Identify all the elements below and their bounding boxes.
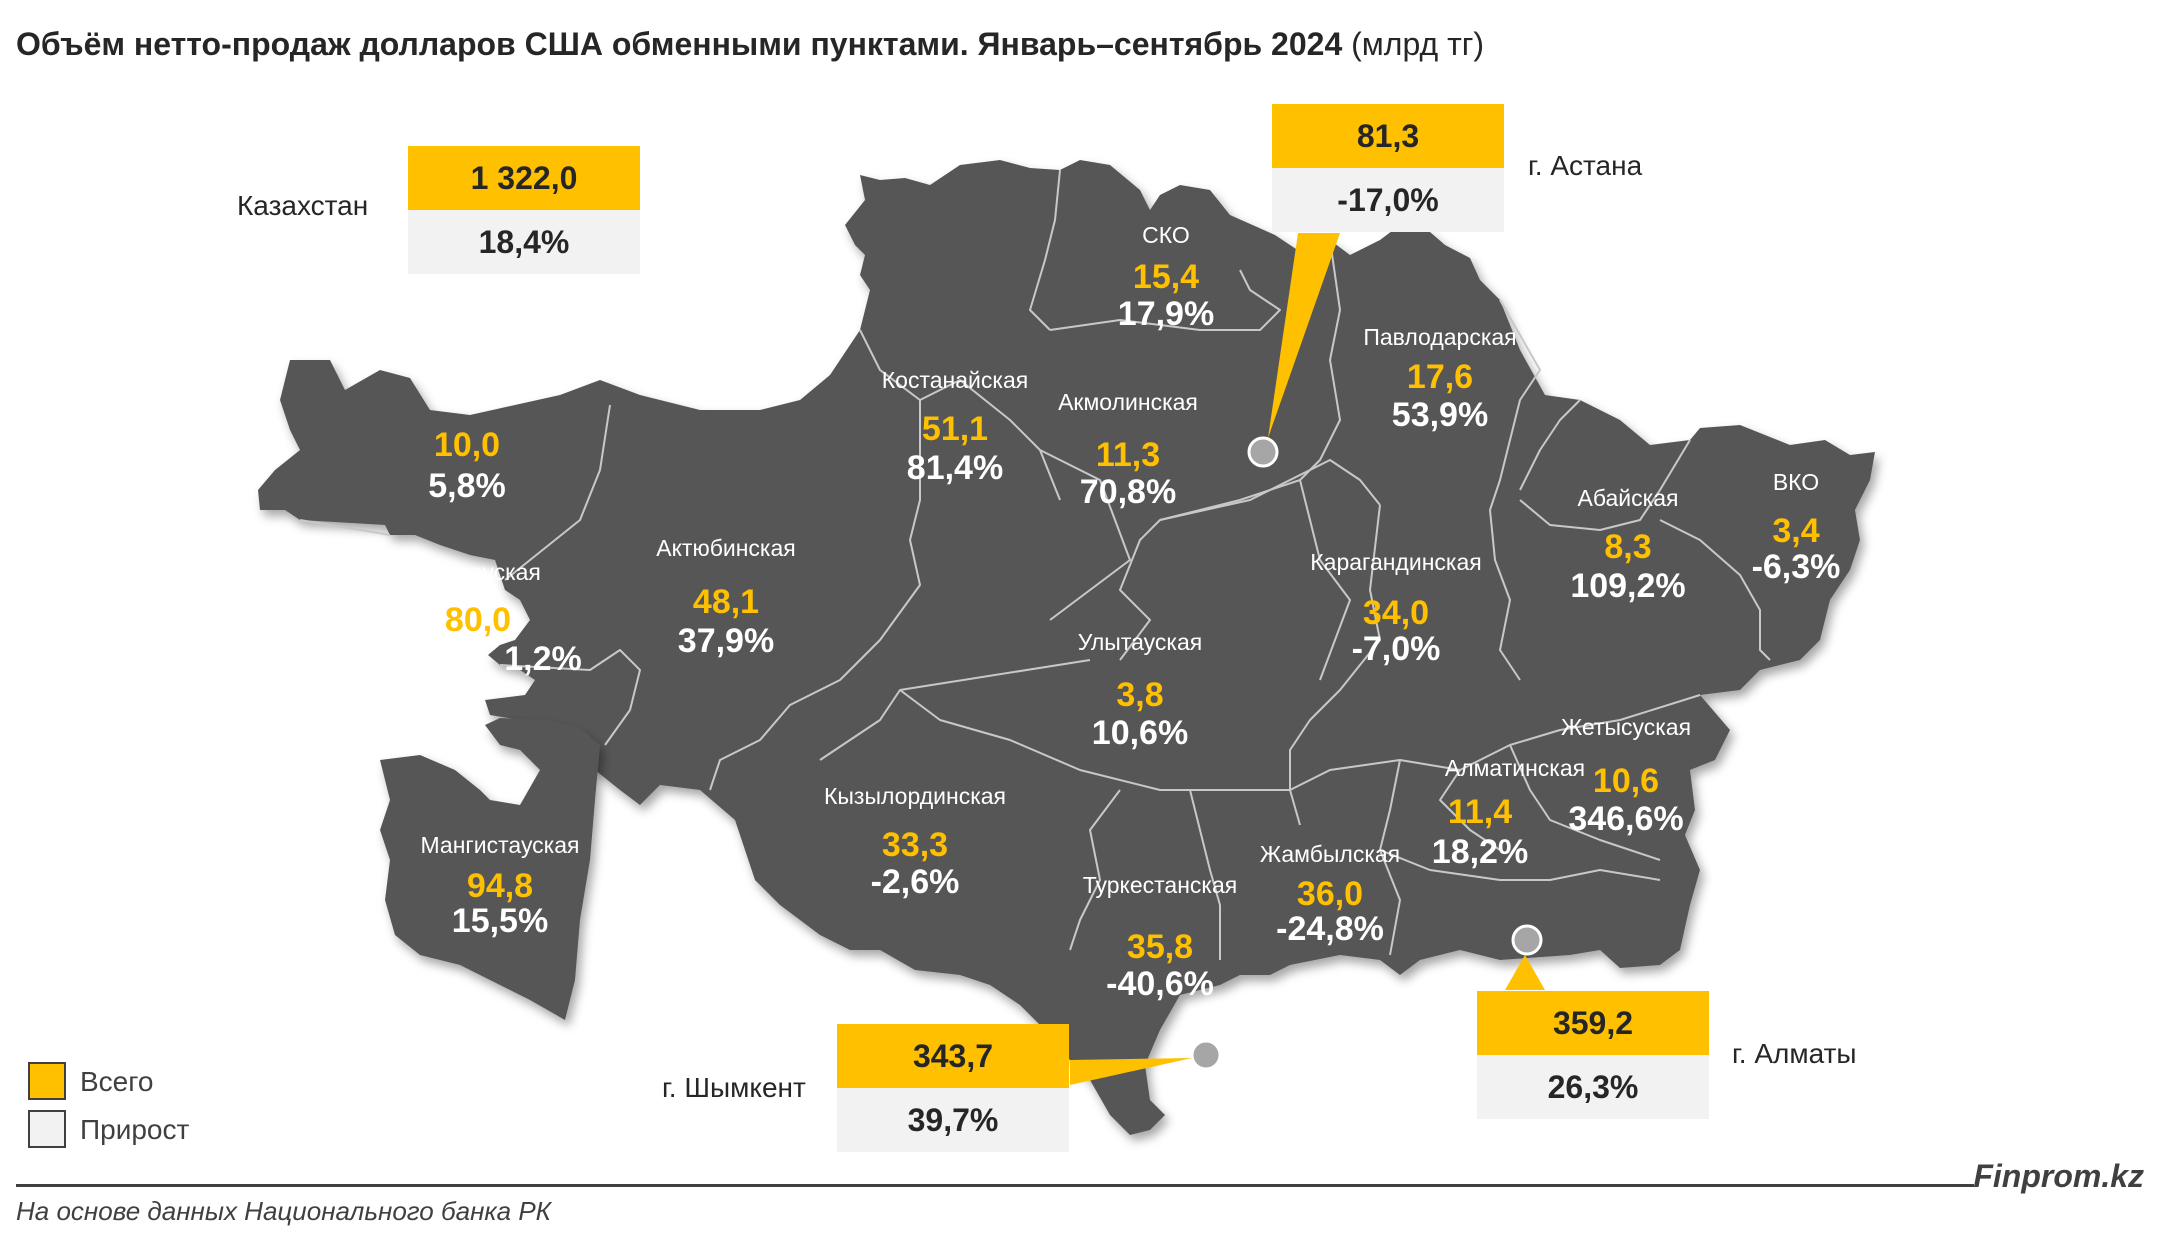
region-growth-kostanay: 81,4% [907, 449, 1003, 487]
region-name-sko: СКО [1142, 222, 1190, 248]
region-growth-zhetysu: 346,6% [1568, 800, 1683, 838]
shymkent-total: 343,7 [837, 1024, 1069, 1088]
title-unit: (млрд тг) [1351, 26, 1485, 62]
region-name-ulytau: Улытауская [1078, 629, 1202, 655]
astana-marker [1247, 436, 1279, 468]
shymkent-label: г. Шымкент [662, 1072, 806, 1103]
region-growth-zko: 5,8% [428, 467, 506, 505]
region-labels: ЗКО 10,0 5,8% Атырауская 80,0 1,2% Актюб… [415, 222, 1840, 1003]
shymkent-callout: 343,7 39,7% [837, 1024, 1069, 1152]
region-name-zhetysu: Жетысуская [1561, 714, 1691, 740]
mangystau-silhouette [380, 718, 600, 1020]
region-name-aktobe: Актюбинская [656, 535, 795, 561]
region-name-pavlodar: Павлодарская [1363, 324, 1516, 350]
legend-total-label: Всего [80, 1066, 154, 1097]
region-name-turkestan: Туркестанская [1083, 872, 1238, 898]
region-borders [299, 169, 1771, 960]
shymkent-growth: 39,7% [837, 1088, 1069, 1152]
region-name-karaganda: Карагандинская [1310, 549, 1481, 575]
region-total-atyrau: 80,0 [445, 601, 511, 639]
region-growth-zhambyl: -24,8% [1276, 910, 1384, 948]
almaty-pointer [1505, 955, 1545, 990]
region-growth-karaganda: -7,0% [1352, 630, 1441, 668]
astana-label: г. Астана [1528, 150, 1643, 181]
astana-pointer [1268, 233, 1340, 438]
almaty-total: 359,2 [1477, 991, 1709, 1055]
region-growth-turkestan: -40,6% [1106, 965, 1214, 1003]
kazakhstan-total: 1 322,0 [408, 146, 640, 210]
region-total-kyzylorda: 33,3 [882, 826, 948, 864]
city-markers [1190, 436, 1543, 1071]
region-growth-vko: -6,3% [1752, 548, 1841, 586]
region-growth-ulytau: 10,6% [1092, 714, 1188, 752]
brand-logo-text: Finprom.kz [1973, 1158, 2144, 1194]
source-note: На основе данных Национального банка РК [16, 1196, 552, 1226]
kazakhstan-callout: 1 322,0 18,4% [408, 146, 640, 274]
astana-total: 81,3 [1272, 104, 1504, 168]
region-total-karaganda: 34,0 [1363, 594, 1429, 632]
shymkent-pointer [1070, 1058, 1192, 1085]
legend-growth-swatch [28, 1110, 66, 1148]
region-growth-abai: 109,2% [1570, 567, 1685, 605]
region-total-ulytau: 3,8 [1116, 676, 1163, 714]
region-total-vko: 3,4 [1772, 512, 1819, 550]
kazakhstan-growth: 18,4% [408, 210, 640, 274]
region-total-sko: 15,4 [1133, 258, 1199, 296]
region-growth-akmola: 70,8% [1080, 473, 1176, 511]
region-name-atyrau: Атырауская [415, 559, 541, 585]
region-growth-aktobe: 37,9% [678, 622, 774, 660]
almaty-growth: 26,3% [1477, 1055, 1709, 1119]
region-total-zhetysu: 10,6 [1593, 762, 1659, 800]
kazakhstan-label: Казахстан [237, 190, 369, 221]
region-growth-atyrau: 1,2% [504, 640, 582, 678]
region-name-vko: ВКО [1773, 469, 1819, 495]
region-name-zko: ЗКО [445, 385, 490, 411]
region-total-pavlodar: 17,6 [1407, 358, 1473, 396]
title-main: Объём нетто-продаж долларов США обменным… [16, 26, 1343, 62]
almaty-label: г. Алматы [1732, 1038, 1857, 1069]
footer-divider [16, 1184, 1974, 1187]
astana-callout: 81,3 -17,0% [1272, 104, 1504, 232]
region-total-turkestan: 35,8 [1127, 928, 1193, 966]
chart-title: Объём нетто-продаж долларов США обменным… [16, 26, 1484, 63]
region-total-abai: 8,3 [1604, 528, 1651, 566]
region-growth-mangystau: 15,5% [452, 902, 548, 940]
region-total-almaty-reg: 11,4 [1448, 793, 1512, 831]
region-name-kyzylorda: Кызылординская [824, 783, 1006, 809]
region-name-almaty-reg: Алматинская [1445, 755, 1585, 781]
region-name-zhambyl: Жамбылская [1260, 841, 1400, 867]
almaty-callout: 359,2 26,3% [1477, 991, 1709, 1119]
shymkent-marker [1190, 1039, 1222, 1071]
legend-total-swatch [28, 1062, 66, 1100]
almaty-marker [1511, 924, 1543, 956]
region-total-zko: 10,0 [434, 426, 500, 464]
country-silhouette [258, 160, 1875, 1135]
astana-growth: -17,0% [1272, 168, 1504, 232]
region-growth-sko: 17,9% [1118, 295, 1214, 333]
region-total-kostanay: 51,1 [922, 410, 988, 448]
region-name-kostanay: Костанайская [882, 367, 1028, 393]
region-growth-pavlodar: 53,9% [1392, 396, 1488, 434]
region-growth-kyzylorda: -2,6% [871, 863, 960, 901]
region-total-akmola: 11,3 [1096, 436, 1160, 474]
region-name-mangystau: Мангистауская [420, 832, 579, 858]
region-name-abai: Абайская [1578, 485, 1679, 511]
region-total-aktobe: 48,1 [693, 583, 759, 621]
region-growth-almaty-reg: 18,2% [1432, 833, 1528, 871]
legend-growth-label: Прирост [80, 1114, 190, 1145]
region-total-mangystau: 94,8 [467, 867, 533, 905]
region-total-zhambyl: 36,0 [1297, 875, 1363, 913]
region-name-akmola: Акмолинская [1058, 389, 1198, 415]
